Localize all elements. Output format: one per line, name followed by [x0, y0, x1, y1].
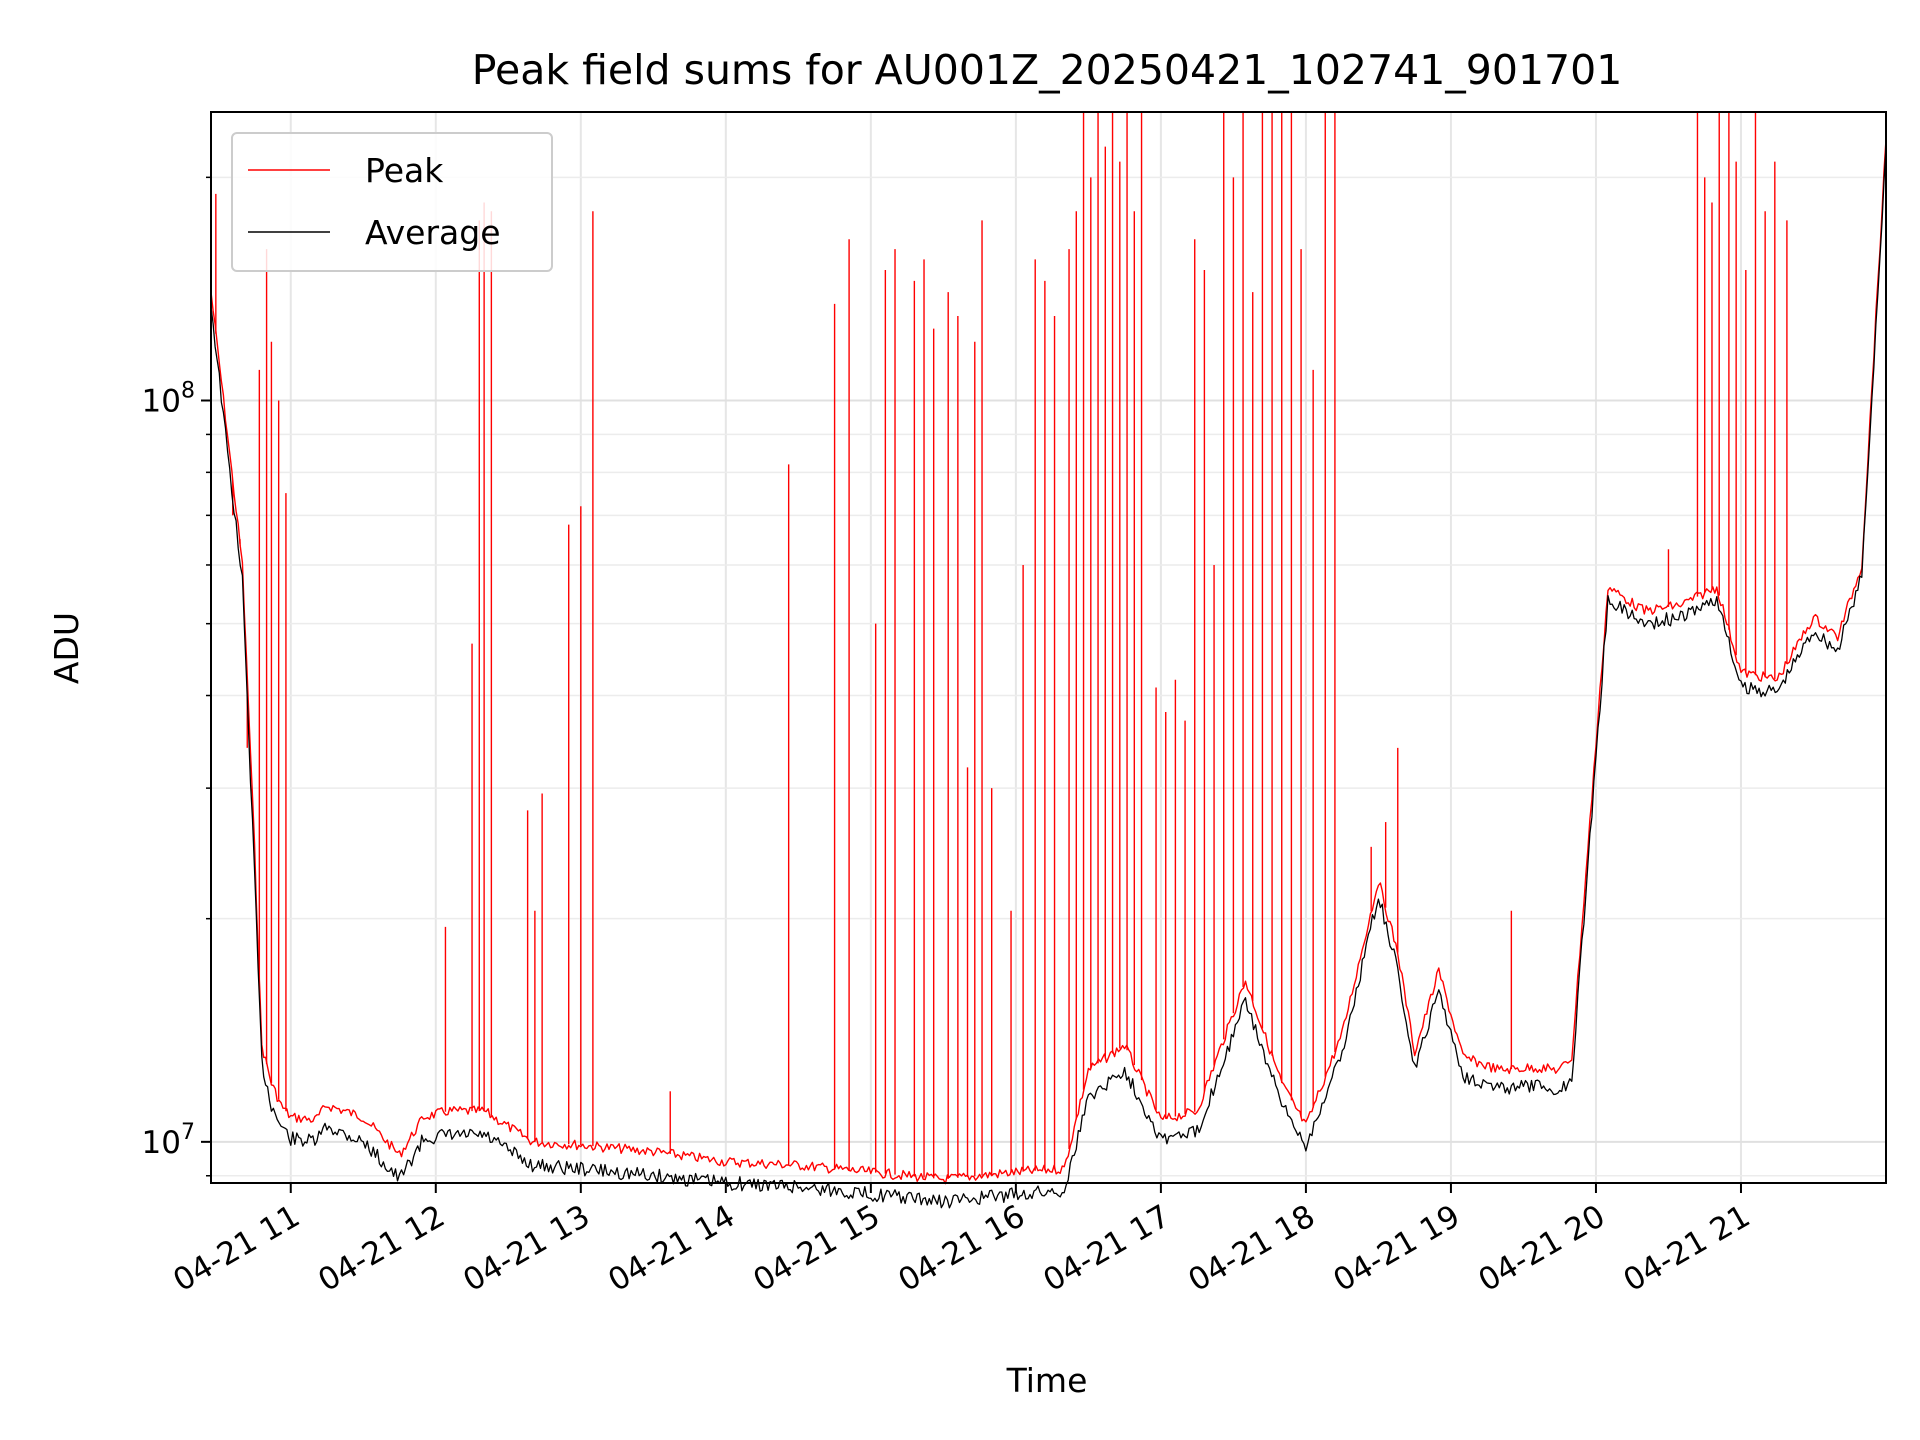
grid-layer [211, 112, 1886, 1183]
x-axis-label: Time [1006, 1361, 1088, 1400]
plot-area [210, 111, 1887, 1209]
y-axis-label: ADU [47, 612, 86, 684]
series-line-average [210, 146, 1887, 1209]
plot-frame [210, 111, 1887, 1184]
legend-label-peak: Peak [365, 151, 444, 190]
series-line-peak [210, 139, 1887, 1185]
legend-box [231, 132, 553, 272]
series-layer [210, 112, 1887, 1209]
chart-title: Peak field sums for AU001Z_20250421_1027… [472, 46, 1623, 94]
legend-label-average: Average [365, 213, 501, 252]
legend: Peak Average [231, 132, 553, 272]
plot-background [211, 112, 1886, 1183]
